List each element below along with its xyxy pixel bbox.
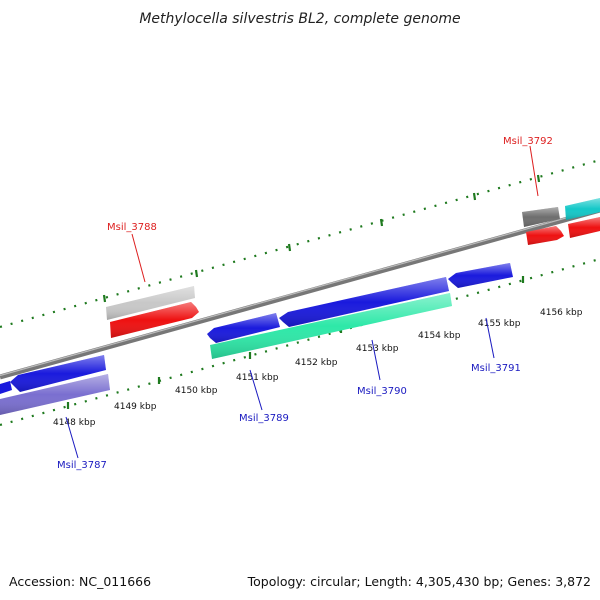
genome-backbone-highlight	[0, 207, 600, 377]
kbp-label-4150: 4150 kbp	[175, 386, 218, 396]
upper-strand-genes	[106, 198, 600, 338]
lower-tick-row	[0, 257, 600, 427]
gene-label-leaders	[65, 145, 539, 459]
kbp-label-4152: 4152 kbp	[295, 358, 338, 368]
upper-major-ticks	[102, 174, 541, 303]
upper-tick-row	[0, 158, 600, 329]
gene-labels: Msil_3788 Msil_3792 Msil_3787 Msil_3789 …	[57, 136, 553, 471]
gene-label-msil-3791[interactable]: Msil_3791	[471, 363, 521, 374]
genome-backbone	[0, 207, 600, 380]
gene-label-msil-3788[interactable]: Msil_3788	[107, 222, 157, 233]
lower-strand-genes	[0, 263, 513, 415]
gene-label-msil-3790[interactable]: Msil_3790	[357, 386, 407, 397]
kbp-label-4151: 4151 kbp	[236, 373, 279, 383]
gene-label-msil-3789[interactable]: Msil_3789	[239, 413, 289, 424]
kbp-label-4155: 4155 kbp	[478, 319, 521, 329]
kbp-label-4156: 4156 kbp	[540, 308, 583, 318]
topology-text: Topology: circular; Length: 4,305,430 bp…	[247, 574, 591, 589]
genome-title: Methylocella silvestris BL2, complete ge…	[139, 11, 460, 27]
gene-blue-edge	[0, 381, 12, 394]
kbp-label-4154: 4154 kbp	[418, 331, 461, 341]
kbp-label-4153: 4153 kbp	[356, 344, 399, 354]
kbp-tick-labels: 4148 kbp 4149 kbp 4150 kbp 4151 kbp 4152…	[53, 308, 583, 428]
kbp-label-4149: 4149 kbp	[114, 402, 157, 412]
kbp-label-4148: 4148 kbp	[53, 418, 96, 428]
gene-label-msil-3787[interactable]: Msil_3787	[57, 460, 107, 471]
accession-text: Accession: NC_011666	[9, 574, 151, 589]
gene-label-msil-3792[interactable]: Msil_3792	[503, 136, 553, 147]
